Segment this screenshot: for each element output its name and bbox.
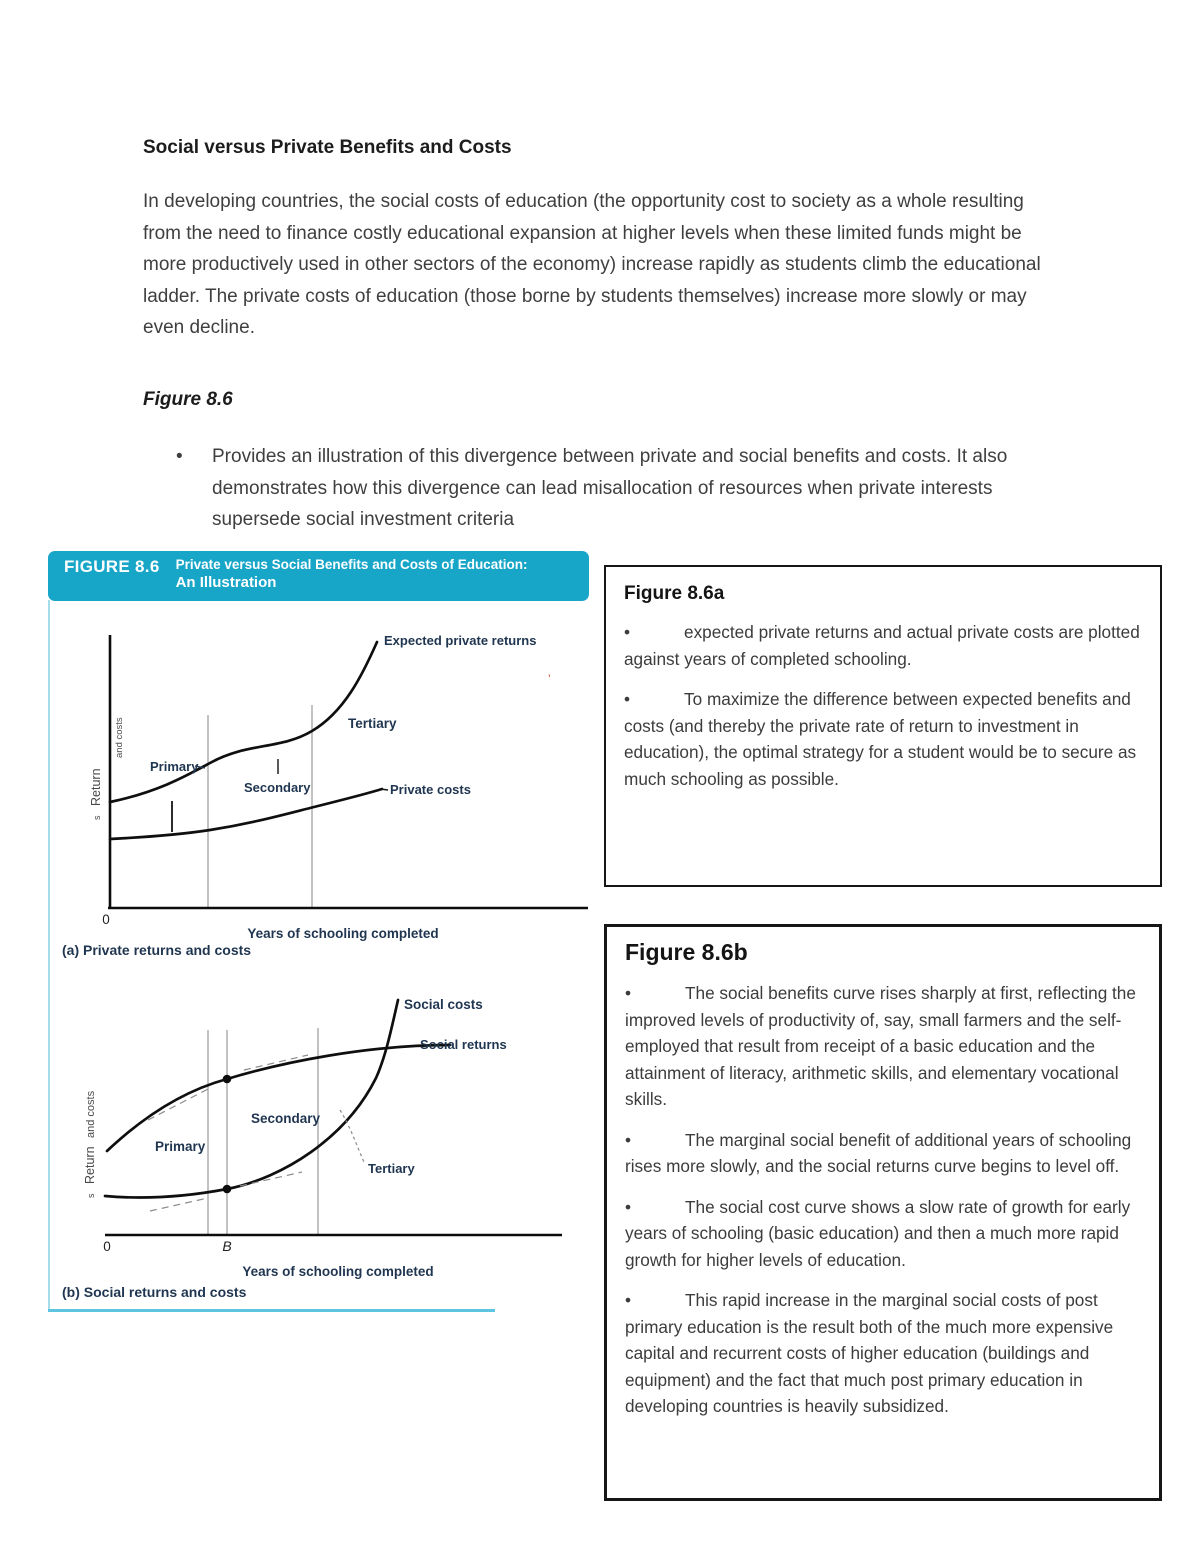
chart-b-yaxis-label-return: Return: [83, 1146, 97, 1184]
bullet-marker: •: [625, 1129, 632, 1150]
chart-b-tangent-costs-left: [149, 1197, 209, 1212]
chart-a-label-tertiary: Tertiary: [348, 716, 397, 731]
intro-paragraph: In developing countries, the social cost…: [143, 191, 1041, 338]
bullet-marker: •: [176, 446, 183, 467]
chart-a-curve-expected-private-returns: [108, 640, 379, 804]
chart-a-yaxis-label-return: Return: [89, 768, 103, 806]
chart-b-curve-social-returns: [105, 1043, 452, 1153]
figure-banner-subtitle: Private versus Social Benefits and Costs…: [176, 557, 528, 591]
chart-b-yaxis-label-and-costs: and costs: [85, 1090, 97, 1138]
page-title: Social versus Private Benefits and Costs: [143, 137, 512, 158]
bullet-marker: •: [625, 1290, 632, 1310]
chart-a-yaxis-label-and-costs: and costs: [114, 717, 125, 758]
figure-banner-label: FIGURE 8.6: [64, 557, 160, 576]
chart-a-curve-private-costs: [108, 787, 384, 841]
chart-a-private-costs-leader: [379, 788, 389, 791]
chart-b-caption: (b) Social returns and costs: [62, 1284, 247, 1300]
panel-b-bullet-4: • This rapid increase in the marginal soc…: [625, 1290, 1114, 1416]
figure-left-accent-line: [48, 600, 50, 1310]
chart-a-primary-pointer-dash: [194, 765, 206, 769]
bullet-marker: •: [624, 689, 631, 709]
figure-bullet-text: Provides an illustration of this diverge…: [212, 446, 1008, 530]
chart-b-tangency-dot-returns: [222, 1074, 232, 1084]
panel-b-bullet-3: • The social cost curve shows a slow rate…: [625, 1196, 1131, 1270]
figure-bullet-item: • Provides an illustration of this diverg…: [176, 441, 1036, 536]
chart-b-tangent-returns-left: [147, 1087, 211, 1121]
bullet-marker: •: [625, 983, 632, 1003]
chart-b-xaxis-label: Years of schooling completed: [242, 1264, 433, 1279]
chart-a-label-secondary: Secondary: [244, 780, 311, 795]
chart-b-curve-social-costs: [103, 998, 400, 1199]
bullet-marker: •: [625, 1196, 632, 1217]
chart-b-label-social-costs: Social costs: [404, 997, 483, 1012]
chart-a-yaxis-label-s: s: [92, 815, 102, 820]
bullet-marker: •: [624, 622, 631, 642]
panel-b-bullet-1: • The social benefits curve rises sharply…: [625, 983, 1136, 1109]
chart-b-b-marker: B: [222, 1238, 231, 1254]
panel-a-bullet-1: • expected private returns and actual pri…: [624, 622, 1140, 669]
chart-a-origin-label: 0: [102, 912, 110, 927]
panel-a-title: Figure 8.6a: [624, 583, 725, 604]
chart-a-label-expected-private-returns: Expected private returns: [384, 633, 536, 648]
panel-b-title: Figure 8.6b: [625, 939, 748, 965]
panel-b-bullet-2: • The marginal social benefit of addition…: [625, 1129, 1132, 1177]
figure-banner-subtitle-line1: Private versus Social Benefits and Costs…: [175, 557, 528, 572]
chart-b-tangent-costs-right: [239, 1171, 303, 1187]
chart-a-stray-mark: ’: [548, 672, 551, 686]
chart-b-label-tertiary: Tertiary: [368, 1161, 415, 1176]
chart-a-label-private-costs: Private costs: [390, 782, 471, 797]
figure-banner: FIGURE 8.6 Private versus Social Benefit…: [48, 551, 589, 601]
chart-a-xaxis-label: Years of schooling completed: [247, 926, 438, 941]
panel-a-bullet-2: • To maximize the difference between expe…: [624, 689, 1137, 789]
figure-heading: Figure 8.6: [143, 389, 233, 410]
chart-b-yaxis-label-s: s: [86, 1193, 96, 1198]
figure-banner-subtitle-line2: An Illustration: [175, 574, 277, 591]
chart-b-tangency-dot-costs: [222, 1184, 232, 1194]
chart-b-tangent-returns-right: [243, 1054, 309, 1071]
chart-a-axes: [108, 635, 588, 910]
figure-bottom-accent-line: [48, 1309, 495, 1312]
panel-figure-8-6b: Figure 8.6b • The social benefits curve r…: [604, 924, 1162, 1501]
panel-figure-8-6a: Figure 8.6a • expected private returns an…: [604, 565, 1162, 887]
chart-b-origin-label: 0: [103, 1239, 111, 1254]
chart-b-social-returns-costs: Social costs Social returns Primary Seco…: [83, 997, 562, 1279]
chart-a-label-primary: Primary: [150, 759, 199, 774]
chart-b-label-primary: Primary: [155, 1139, 206, 1154]
chart-b-tertiary-pointer: [339, 1109, 365, 1163]
chart-b-label-social-returns: Social returns: [420, 1037, 507, 1052]
chart-a-private-returns-costs: Expected private returns Tertiary Primar…: [89, 633, 588, 941]
chart-a-caption: (a) Private returns and costs: [62, 942, 252, 958]
chart-b-label-secondary: Secondary: [251, 1111, 321, 1126]
